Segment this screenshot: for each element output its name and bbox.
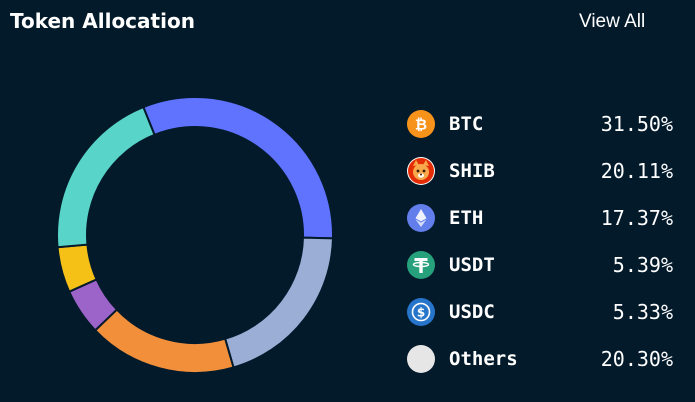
svg-text:$: $ xyxy=(417,305,425,319)
usdc-icon: $ xyxy=(407,297,435,326)
legend-item-shib[interactable]: SHIB 20.11% xyxy=(407,147,673,194)
legend-label: SHIB xyxy=(449,159,495,182)
donut-slice-btc[interactable] xyxy=(142,96,334,240)
legend-item-usdt[interactable]: USDT 5.39% xyxy=(407,241,673,288)
legend-label: Others xyxy=(449,347,518,370)
legend-item-others[interactable]: Others 20.30% xyxy=(407,335,673,382)
legend-item-btc[interactable]: ₿ BTC 31.50% xyxy=(407,100,673,147)
legend-label: ETH xyxy=(449,206,484,229)
donut-svg xyxy=(56,96,334,374)
legend-item-eth[interactable]: ETH 17.37% xyxy=(407,194,673,241)
donut-slice-eth[interactable] xyxy=(93,308,235,374)
legend-item-usdc[interactable]: $ USDC 5.33% xyxy=(407,288,673,335)
ethereum-icon xyxy=(407,203,435,232)
view-all-link[interactable]: View All xyxy=(579,11,646,32)
legend-label: BTC xyxy=(449,112,484,135)
legend-percent: 5.39% xyxy=(612,252,673,277)
legend-percent: 17.37% xyxy=(600,205,673,230)
svg-text:₿: ₿ xyxy=(415,115,427,133)
allocation-donut-chart xyxy=(50,95,340,385)
legend-percent: 31.50% xyxy=(600,111,673,136)
legend-percent: 20.30% xyxy=(600,346,673,371)
tether-icon xyxy=(407,250,435,279)
shiba-icon xyxy=(407,156,435,185)
legend-label: USDT xyxy=(449,253,495,276)
donut-slice-others[interactable] xyxy=(56,105,156,249)
legend-percent: 5.33% xyxy=(612,299,673,324)
donut-slice-shib[interactable] xyxy=(223,236,334,369)
page-title: Token Allocation xyxy=(10,9,195,33)
legend: ₿ BTC 31.50% SHIB 20.11% xyxy=(407,100,673,382)
others-icon xyxy=(407,344,435,373)
legend-percent: 20.11% xyxy=(600,158,673,183)
bitcoin-icon: ₿ xyxy=(407,109,435,138)
legend-label: USDC xyxy=(449,300,495,323)
